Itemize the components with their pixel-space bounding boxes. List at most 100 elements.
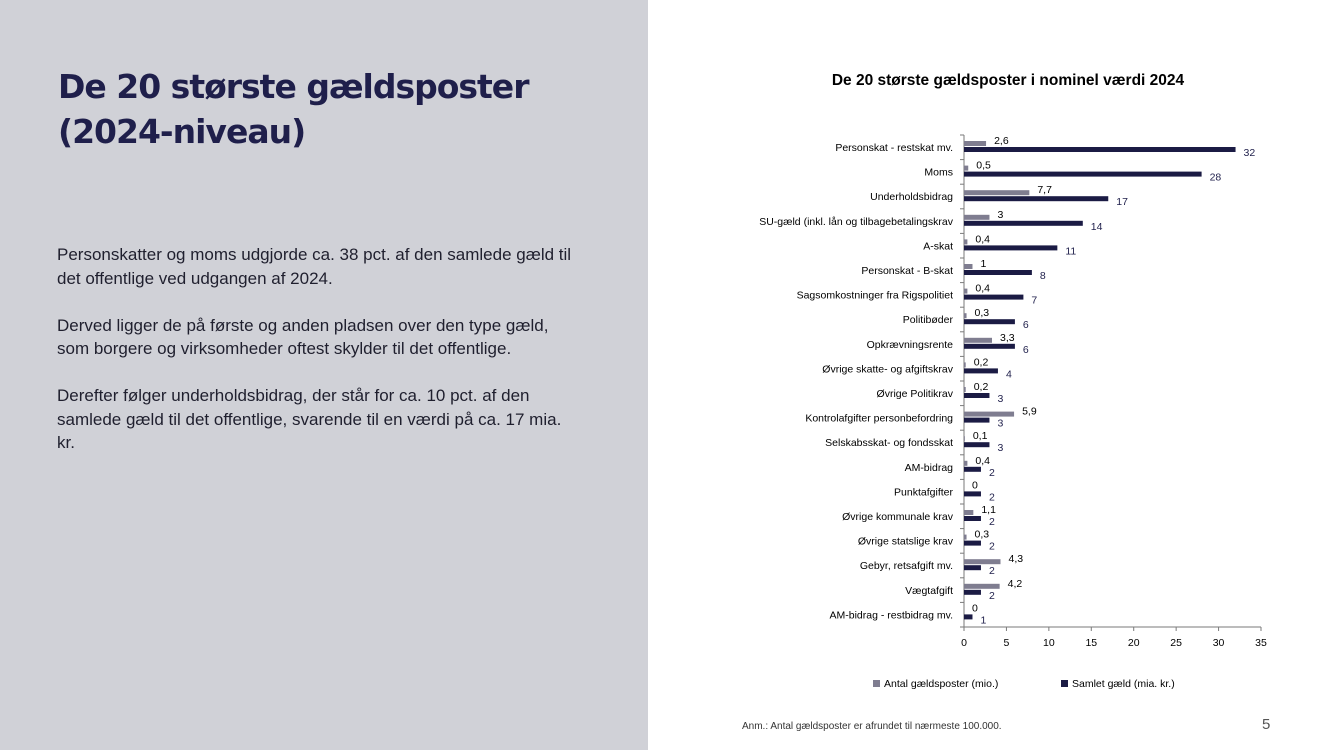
- legend-label: Antal gældsposter (mio.): [884, 678, 998, 690]
- data-label-debt: 2: [989, 590, 995, 602]
- data-label-count: 4,2: [1008, 578, 1023, 590]
- data-label-debt: 6: [1023, 344, 1029, 356]
- bar-debt: [964, 270, 1032, 275]
- data-label-count: 7,7: [1037, 184, 1052, 196]
- bar-count: [964, 239, 968, 245]
- data-label-count: 0,4: [975, 455, 990, 467]
- footnote: Anm.: Antal gældsposter er afrundet til …: [742, 721, 1002, 732]
- chart-title: De 20 største gældsposter i nominel værd…: [832, 72, 1185, 89]
- data-label-count: 0,4: [975, 233, 990, 245]
- bar-debt: [964, 565, 981, 571]
- data-label-debt: 11: [1065, 245, 1076, 257]
- data-label-count: 3,3: [1000, 332, 1015, 344]
- data-label-debt: 4: [1006, 368, 1012, 380]
- data-label-debt: 2: [989, 467, 995, 479]
- data-label-count: 0: [972, 479, 978, 491]
- data-label-debt: 14: [1091, 221, 1103, 233]
- page-number: 5: [1262, 716, 1271, 733]
- bar-debt: [964, 196, 1109, 202]
- bar-count: [964, 460, 968, 466]
- category-label: Øvrige kommunale krav: [842, 511, 954, 523]
- category-label: Øvrige statslige krav: [858, 536, 954, 548]
- legend-swatch: [1061, 680, 1068, 687]
- paragraph: Derved ligger de på første og anden plad…: [57, 315, 549, 359]
- x-tick-label: 35: [1255, 637, 1267, 649]
- data-label-debt: 28: [1210, 172, 1222, 184]
- data-label-debt: 2: [989, 516, 995, 528]
- category-label: Politibøder: [903, 314, 954, 326]
- category-label: Punktafgifter: [894, 486, 953, 498]
- data-label-debt: 6: [1023, 319, 1029, 331]
- bar-debt: [964, 220, 1083, 226]
- data-label-count: 0: [972, 602, 978, 614]
- paragraph: Derefter følger underholdsbidrag, der st…: [57, 386, 562, 452]
- bar-count: [964, 559, 1001, 565]
- bar-debt: [964, 319, 1015, 325]
- data-label-count: 5,9: [1022, 406, 1037, 418]
- category-label: Moms: [924, 167, 953, 179]
- legend-label: Samlet gæld (mia. kr.): [1072, 678, 1175, 690]
- bar-count: [964, 337, 993, 343]
- bar-debt: [964, 516, 981, 521]
- bar-count: [964, 288, 968, 294]
- bar-debt: [964, 343, 1015, 349]
- data-label-debt: 2: [989, 541, 995, 553]
- bar-count: [964, 411, 1015, 417]
- bar-debt: [964, 294, 1024, 300]
- data-label-debt: 3: [997, 442, 1003, 454]
- data-label-debt: 3: [997, 418, 1003, 430]
- category-label: Vægtafgift: [905, 585, 953, 597]
- category-label: Underholdsbidrag: [870, 191, 953, 203]
- bar-count: [964, 583, 1000, 589]
- data-label-debt: 8: [1040, 270, 1046, 282]
- legend-swatch: [873, 680, 880, 687]
- bar-count: [964, 165, 969, 171]
- bar-count: [964, 214, 990, 220]
- bar-debt: [964, 393, 990, 398]
- data-label-count: 0,2: [974, 356, 989, 368]
- bar-debt: [964, 245, 1058, 251]
- chart-legend: Antal gældsposter (mio.) Samlet gæld (mia…: [873, 678, 1175, 690]
- x-tick-label: 15: [1085, 637, 1097, 649]
- category-label: Øvrige Politikrav: [877, 388, 954, 400]
- data-label-count: 0,4: [975, 283, 990, 295]
- data-label-debt: 32: [1244, 147, 1256, 159]
- category-label: Selskabsskat- og fondsskat: [825, 437, 953, 449]
- category-label: Sagsomkostninger fra Rigspolitiet: [797, 290, 953, 302]
- data-label-debt: 1: [980, 614, 986, 626]
- data-label-count: 2,6: [994, 135, 1009, 147]
- category-label: Kontrolafgifter personbefordring: [805, 413, 953, 425]
- x-tick-label: 0: [961, 637, 967, 649]
- bar-count: [964, 510, 974, 515]
- data-label-count: 1,1: [981, 504, 996, 516]
- data-label-debt: 17: [1116, 196, 1128, 208]
- chart-marks: Personskat - restskat mv.2,632Moms0,528U…: [759, 134, 1267, 649]
- data-label-count: 0,5: [976, 160, 991, 172]
- x-tick-label: 10: [1043, 637, 1055, 649]
- bar-debt: [964, 368, 998, 374]
- bar-debt: [964, 147, 1236, 152]
- slide-title-line-2: (2024-niveau): [58, 112, 306, 151]
- slide-title: De 20 største gældsposter (2024-niveau): [58, 64, 618, 154]
- bar-count: [964, 313, 967, 319]
- data-label-debt: 7: [1031, 295, 1037, 307]
- bar-count: [964, 436, 965, 442]
- category-label: Øvrige skatte- og afgiftskrav: [822, 363, 953, 375]
- bar-count: [964, 387, 966, 392]
- slide-title-line-1: De 20 største gældsposter: [58, 67, 529, 106]
- paragraph: Personskatter og moms udgjorde ca. 38 pc…: [57, 245, 572, 288]
- category-label: Gebyr, retsafgift mv.: [860, 560, 953, 572]
- data-label-count: 4,3: [1008, 553, 1023, 565]
- data-label-debt: 3: [997, 393, 1003, 405]
- x-tick-label: 5: [1004, 637, 1010, 649]
- data-label-count: 0,3: [975, 529, 990, 541]
- bar-debt: [964, 614, 973, 620]
- data-label-count: 0,3: [975, 307, 990, 319]
- bar-debt: [964, 540, 981, 546]
- data-label-debt: 2: [989, 565, 995, 577]
- category-label: AM-bidrag - restbidrag mv.: [829, 609, 953, 621]
- category-label: SU-gæld (inkl. lån og tilbagebetalingskr…: [759, 216, 954, 228]
- bar-debt: [964, 589, 981, 595]
- bar-count: [964, 362, 966, 368]
